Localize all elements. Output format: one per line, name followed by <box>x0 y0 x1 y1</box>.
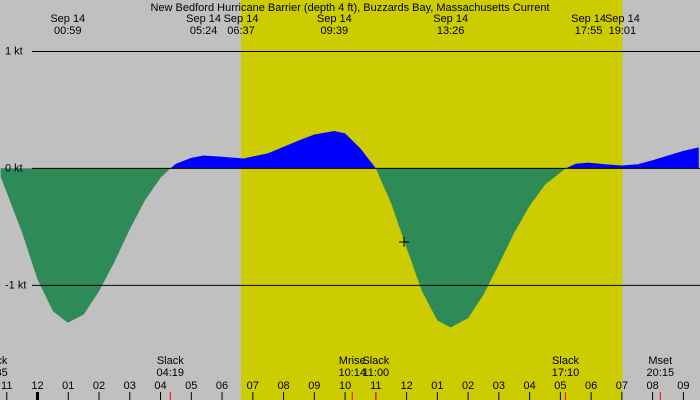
event-date: Sep 14 <box>433 13 468 25</box>
x-tick-label: 03 <box>124 380 136 392</box>
event-date: Sep 14 <box>186 13 221 25</box>
x-tick-label: 04 <box>154 380 166 392</box>
event-time: 19:01 <box>609 25 637 37</box>
event-time: 17:10 <box>552 367 580 379</box>
x-tick-label: 07 <box>616 380 628 392</box>
x-tick-label: 11 <box>1 380 12 392</box>
x-tick-label: 09 <box>677 380 689 392</box>
event-date: Sep 14 <box>571 13 606 25</box>
event-time: 05:24 <box>190 25 218 37</box>
y-tick-label: -1 kt <box>5 279 26 291</box>
x-tick-label: 10 <box>339 380 351 392</box>
x-tick-label: 12 <box>400 380 412 392</box>
event-date: Sep 14 <box>50 13 85 25</box>
chart-title: New Bedford Hurricane Barrier (depth 4 f… <box>150 2 549 14</box>
x-tick-label: 04 <box>523 380 535 392</box>
x-tick-label: 12 <box>31 380 43 392</box>
ebb-area <box>0 168 566 328</box>
event-time: 20:15 <box>647 367 675 379</box>
x-tick-label: 01 <box>431 380 443 392</box>
event-time: 09:39 <box>321 25 349 37</box>
event-label: Slack <box>552 355 579 367</box>
x-tick-label: 01 <box>62 380 74 392</box>
x-tick-label: 08 <box>647 380 659 392</box>
event-label: Slack <box>157 355 184 367</box>
event-label: Slack <box>362 355 389 367</box>
event-label: Mrise <box>339 355 366 367</box>
x-tick-label: 05 <box>185 380 197 392</box>
x-tick-label: 05 <box>554 380 566 392</box>
x-tick-label: 03 <box>493 380 505 392</box>
event-label: Slack <box>0 355 8 367</box>
event-date: Sep 14 <box>224 13 259 25</box>
event-time: 04:19 <box>157 367 185 379</box>
x-tick-label: 07 <box>247 380 259 392</box>
flood-area <box>0 130 699 169</box>
x-tick-label: 08 <box>277 380 289 392</box>
event-time: 17:55 <box>575 25 603 37</box>
x-tick-label: 02 <box>93 380 105 392</box>
x-tick-label: 06 <box>216 380 228 392</box>
x-tick-label: 11 <box>370 380 381 392</box>
event-time: 13:26 <box>437 25 465 37</box>
event-date: Sep 14 <box>605 13 640 25</box>
event-time: 06:37 <box>227 25 255 37</box>
x-tick-label: 06 <box>585 380 597 392</box>
event-time: 00:59 <box>54 25 82 37</box>
y-tick-label: 1 kt <box>5 45 23 57</box>
event-time: 22:35 <box>0 367 8 379</box>
event-time: 11:00 <box>362 367 389 379</box>
x-tick-label: 02 <box>462 380 474 392</box>
x-tick-label: 09 <box>308 380 320 392</box>
event-label: Mset <box>648 355 672 367</box>
event-time: 10:14 <box>338 367 366 379</box>
event-date: Sep 14 <box>317 13 352 25</box>
y-tick-label: 0 kt <box>5 162 23 174</box>
cursor-cross <box>399 237 409 247</box>
